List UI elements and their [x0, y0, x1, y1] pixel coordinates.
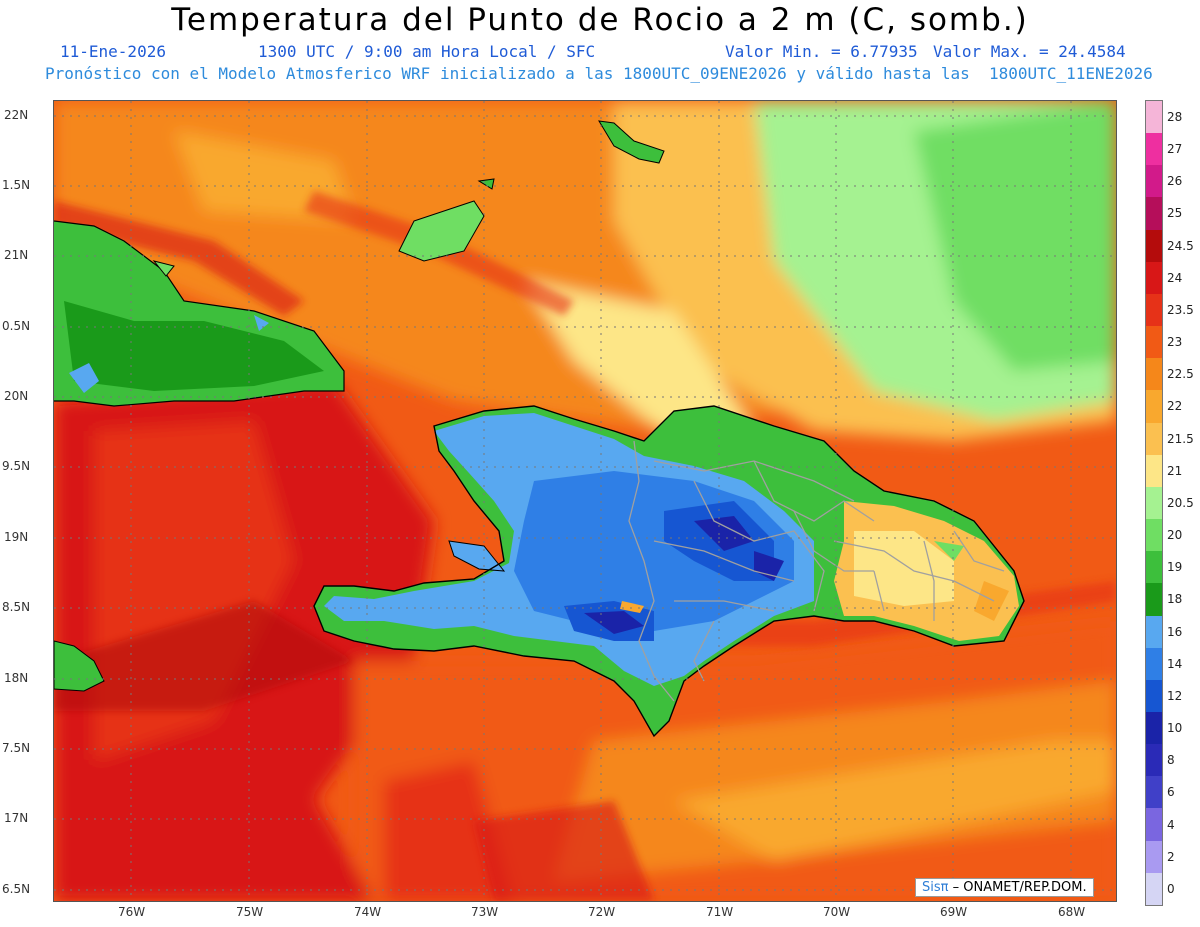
- graticule: [54, 101, 1116, 901]
- colorbar-label: 20: [1167, 528, 1183, 543]
- subtitle-min: Valor Min. = 6.77935: [725, 42, 918, 61]
- dewpoint-map: [53, 100, 1117, 902]
- colorbar-swatch: [1146, 744, 1162, 777]
- colorbar-label: 6: [1167, 785, 1175, 800]
- colorbar-label: 22: [1167, 399, 1183, 414]
- jamaica-landmass: [54, 640, 105, 692]
- colorbar: [1145, 100, 1163, 906]
- colorbar-label: 24: [1167, 270, 1183, 285]
- colorbar-label: 12: [1167, 688, 1183, 703]
- map-title: Temperatura del Punto de Rocio a 2 m (C,…: [171, 2, 1029, 38]
- subtitle-date: 11-Ene-2026: [60, 42, 166, 61]
- colorbar-swatch: [1146, 358, 1162, 391]
- lat-label: 8.5N: [2, 600, 31, 614]
- colorbar-swatch: [1146, 583, 1162, 616]
- lon-label: 74W: [354, 905, 382, 919]
- lat-label: 9.5N: [2, 459, 31, 473]
- subtitle-model: Pronóstico con el Modelo Atmosferico WRF…: [45, 64, 1153, 83]
- colorbar-swatch: [1146, 261, 1162, 294]
- colorbar-label: 14: [1167, 656, 1183, 671]
- colorbar-label: 8: [1167, 753, 1175, 768]
- subtitle-max: Valor Max. = 24.4584: [933, 42, 1126, 61]
- lon-label: 68W: [1058, 905, 1086, 919]
- colorbar-label: 27: [1167, 142, 1183, 157]
- colorbar-swatch: [1146, 197, 1162, 230]
- lon-label: 76W: [118, 905, 146, 919]
- colorbar-swatch: [1146, 808, 1162, 841]
- colorbar-swatch: [1146, 390, 1162, 423]
- colorbar-label: 23: [1167, 335, 1183, 350]
- lat-label: 20N: [4, 389, 29, 403]
- colorbar-swatch: [1146, 647, 1162, 680]
- credit-text: – ONAMET/REP.DOM.: [948, 880, 1087, 895]
- bahamas-islands: [152, 120, 665, 277]
- lat-label: 18N: [4, 671, 29, 685]
- colorbar-label: 18: [1167, 592, 1183, 607]
- lat-label: 1.5N: [2, 178, 31, 192]
- colorbar-swatch: [1146, 615, 1162, 648]
- lon-label: 69W: [940, 905, 968, 919]
- colorbar-label: 2: [1167, 849, 1175, 864]
- colorbar-swatch: [1146, 872, 1162, 905]
- colorbar-swatch: [1146, 711, 1162, 745]
- colorbar-swatch: [1146, 133, 1162, 166]
- colorbar-label: 22.5: [1167, 367, 1194, 382]
- lat-label: 6.5N: [2, 882, 31, 896]
- colorbar-label: 20.5: [1167, 495, 1194, 510]
- colorbar-swatch: [1146, 519, 1162, 552]
- lat-label: 7.5N: [2, 741, 31, 755]
- colorbar-swatch: [1146, 293, 1162, 327]
- colorbar-label: 21: [1167, 463, 1183, 478]
- colorbar-label: 19: [1167, 560, 1183, 575]
- colorbar-label: 0: [1167, 881, 1175, 896]
- lon-label: 70W: [823, 905, 851, 919]
- subtitle-time: 1300 UTC / 9:00 am Hora Local / SFC: [258, 42, 596, 61]
- colorbar-label: 23.5: [1167, 302, 1194, 317]
- lat-label: 21N: [4, 248, 29, 262]
- colorbar-swatch: [1146, 422, 1162, 455]
- colorbar-swatch: [1146, 840, 1162, 873]
- colorbar-label: 25: [1167, 206, 1183, 221]
- colorbar-swatch: [1146, 776, 1162, 809]
- cuba-landmass: [54, 220, 345, 407]
- lon-label: 73W: [471, 905, 499, 919]
- credit-brand: Sisπ: [922, 880, 949, 895]
- lat-label: 22N: [4, 108, 29, 122]
- lat-label: 0.5N: [2, 319, 31, 333]
- lat-label: 19N: [4, 530, 29, 544]
- colorbar-swatch: [1146, 679, 1162, 712]
- colorbar-swatch: [1146, 326, 1162, 359]
- colorbar-swatch: [1146, 454, 1162, 487]
- colorbar-swatch: [1146, 551, 1162, 584]
- credit-box: Sisπ – ONAMET/REP.DOM.: [915, 878, 1094, 897]
- colorbar-label: 24.5: [1167, 238, 1194, 253]
- lon-label: 72W: [588, 905, 616, 919]
- colorbar-swatch: [1146, 486, 1162, 520]
- colorbar-label: 4: [1167, 817, 1175, 832]
- colorbar-label: 10: [1167, 721, 1183, 736]
- colorbar-label: 16: [1167, 624, 1183, 639]
- colorbar-swatch: [1146, 229, 1162, 262]
- colorbar-label: 21.5: [1167, 431, 1194, 446]
- colorbar-label: 26: [1167, 174, 1183, 189]
- lat-label: 17N: [4, 811, 29, 825]
- colorbar-swatch: [1146, 165, 1162, 198]
- colorbar-label: 28: [1167, 110, 1183, 124]
- lon-label: 71W: [706, 905, 734, 919]
- map-canvas: [54, 101, 1116, 901]
- hispaniola-landmass: [313, 405, 1025, 738]
- lon-label: 75W: [236, 905, 264, 919]
- colorbar-swatch: [1146, 101, 1162, 134]
